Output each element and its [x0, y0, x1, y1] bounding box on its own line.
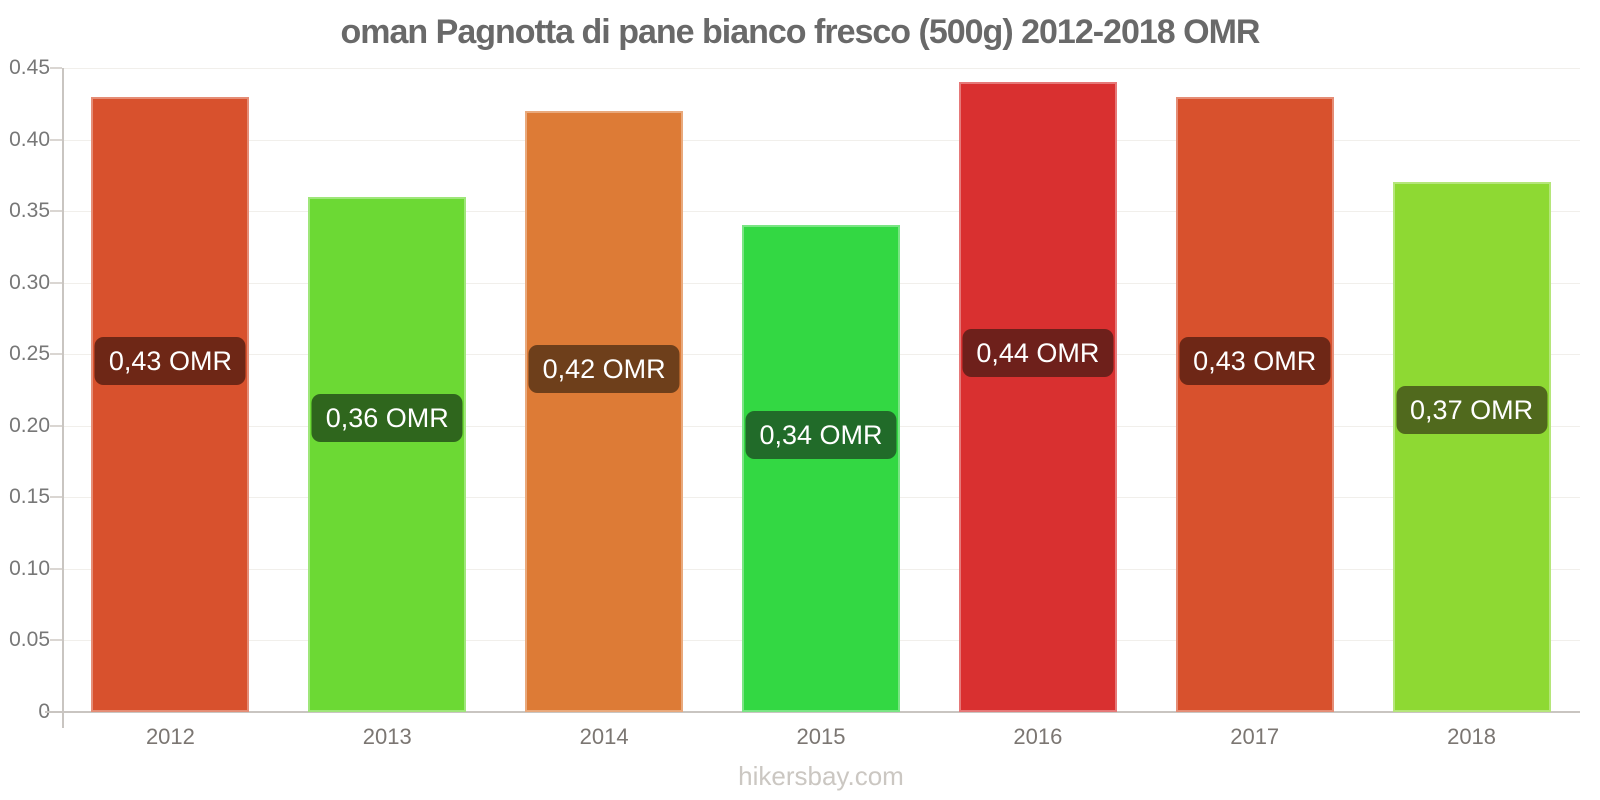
- y-tick-mark: [50, 281, 62, 284]
- x-tick-label-2012: 2012: [145, 724, 195, 749]
- x-tick-label-2013: 2013: [362, 724, 412, 749]
- bar-value-label-2015: 0,34 OMR: [745, 410, 897, 459]
- bar-2016[interactable]: [958, 82, 1117, 712]
- bar-value-label-2017: 0,43 OMR: [1179, 337, 1331, 386]
- x-tick-label-2014: 2014: [579, 724, 629, 749]
- y-tick-label: 0.05: [9, 628, 50, 652]
- bar-2014[interactable]: [525, 110, 684, 712]
- y-tick-label: 0.40: [9, 127, 50, 151]
- y-tick-label: 0.30: [9, 270, 50, 294]
- y-gridline: [62, 139, 1580, 141]
- y-tick-label: 0.20: [9, 413, 50, 437]
- chart-title: oman Pagnotta di pane bianco fresco (500…: [340, 13, 1261, 51]
- y-tick-label: 0.15: [9, 485, 50, 509]
- x-tick-label-2016: 2016: [1013, 724, 1063, 749]
- y-tick-mark: [50, 567, 62, 570]
- bar-value-label-2014: 0,42 OMR: [528, 345, 680, 394]
- bar-2018[interactable]: [1392, 182, 1551, 712]
- y-tick-mark: [50, 424, 62, 427]
- y-tick-label: 0: [0, 700, 50, 724]
- y-axis-line: [62, 68, 64, 728]
- y-tick-mark: [50, 138, 62, 141]
- bar-value-label-2018: 0,37 OMR: [1396, 386, 1548, 435]
- x-tick-label-2015: 2015: [796, 724, 846, 749]
- watermark: hikersbay.com: [738, 761, 904, 791]
- bar-value-label-2012: 0,43 OMR: [94, 337, 246, 386]
- bar-2017[interactable]: [1175, 96, 1334, 712]
- y-gridline: [62, 68, 1580, 69]
- bar-2015[interactable]: [742, 225, 900, 712]
- y-tick-mark: [50, 639, 62, 642]
- x-axis-line: [45, 711, 1580, 713]
- bar-value-label-2016: 0,44 OMR: [962, 329, 1114, 378]
- y-tick-mark: [50, 67, 62, 69]
- y-tick-mark: [50, 210, 62, 213]
- bar-2013[interactable]: [308, 196, 467, 712]
- y-tick-mark: [50, 353, 62, 356]
- y-gridline: [62, 211, 1580, 213]
- bar-value-label-2013: 0,36 OMR: [311, 394, 463, 443]
- y-tick-label: 0.10: [9, 556, 50, 580]
- y-tick-label: 0.45: [9, 56, 50, 79]
- x-tick-label-2018: 2018: [1447, 724, 1497, 749]
- x-tick-label-2017: 2017: [1230, 724, 1280, 749]
- bar-2012[interactable]: [91, 96, 250, 712]
- y-tick-mark: [50, 496, 62, 499]
- y-tick-label: 0.25: [9, 342, 50, 366]
- y-tick-label: 0.35: [9, 199, 50, 223]
